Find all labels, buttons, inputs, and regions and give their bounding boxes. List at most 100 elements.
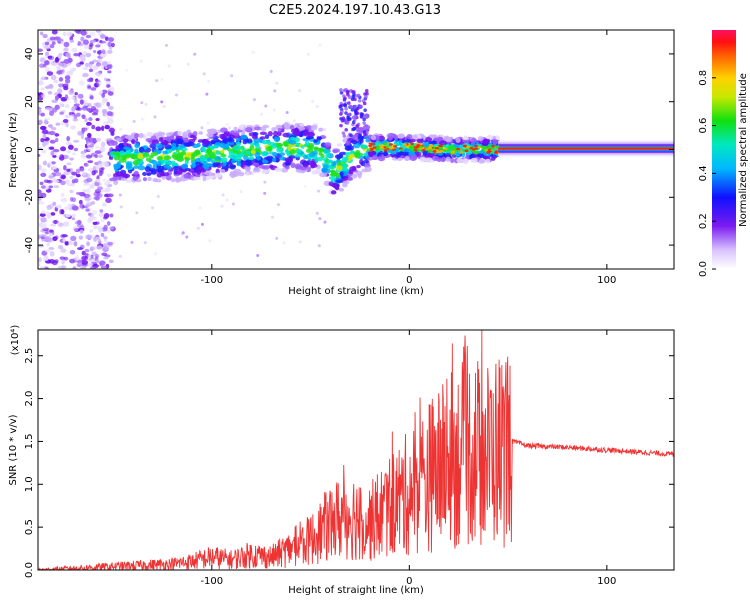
spectrogram-cell bbox=[477, 146, 482, 149]
spectrogram-cell bbox=[176, 157, 185, 162]
spectrogram-cell bbox=[418, 145, 423, 149]
spectrogram-cell bbox=[339, 88, 343, 92]
spectrogram-cell bbox=[57, 54, 63, 59]
spectrogram-cell bbox=[120, 177, 127, 181]
spectrogram-cell bbox=[81, 259, 89, 265]
spectrogram-cell bbox=[442, 149, 447, 152]
spectrogram-cell bbox=[105, 80, 112, 85]
spectrogram-cell bbox=[107, 173, 111, 178]
spectrogram-cell bbox=[350, 108, 355, 112]
spectrogram-cell bbox=[47, 55, 53, 59]
spectrogram-cell bbox=[73, 147, 79, 152]
spectrogram-cell bbox=[272, 151, 278, 157]
spectrogram-cell bbox=[78, 259, 83, 265]
spectrogram-cell bbox=[82, 189, 88, 193]
spectrogram-cell bbox=[259, 131, 267, 135]
spectrogram-cell bbox=[272, 157, 277, 163]
spectrogram-cell bbox=[131, 139, 136, 145]
spectrogram-cell bbox=[335, 172, 341, 178]
spectrogram-cell bbox=[85, 34, 92, 39]
spectrogram-cell bbox=[50, 212, 56, 216]
spectrogram-cell bbox=[100, 49, 106, 54]
spectrogram-cell bbox=[75, 191, 83, 195]
y-tick-label: 2.5 bbox=[24, 348, 35, 364]
spectrogram-cell bbox=[364, 95, 368, 99]
colorbar-tick-label: 0.6 bbox=[698, 118, 709, 134]
spectrogram-cell bbox=[106, 111, 113, 117]
spectrogram-cell bbox=[288, 155, 296, 159]
spectrogram-cell bbox=[90, 87, 97, 91]
x-tick-label: 100 bbox=[597, 576, 616, 587]
spectrogram-cell bbox=[492, 139, 499, 145]
spectrogram-cell bbox=[208, 172, 216, 177]
spectrogram-cell bbox=[328, 176, 337, 180]
spectrogram-cell bbox=[343, 103, 348, 108]
spectrogram-cell bbox=[285, 157, 293, 163]
spectrogram-cell bbox=[40, 112, 45, 117]
spectrogram-cell bbox=[54, 95, 59, 101]
spectrogram-cell bbox=[319, 148, 325, 152]
spectrogram-cell bbox=[339, 123, 343, 128]
spectrogram-cell bbox=[64, 104, 70, 109]
spectrogram-cell bbox=[57, 40, 62, 44]
spectrogram-cell bbox=[133, 165, 140, 169]
y-tick-label: 1.0 bbox=[24, 476, 35, 492]
spectrogram-cell bbox=[154, 252, 158, 256]
spectrogram-cell bbox=[298, 240, 302, 244]
spectrogram-cell bbox=[251, 135, 259, 140]
spectrogram-cell bbox=[118, 143, 124, 149]
spectrogram-cell bbox=[95, 259, 100, 264]
spectrogram-cell bbox=[230, 154, 236, 160]
spectrogram-cell bbox=[91, 112, 99, 116]
spectrogram-cell bbox=[220, 157, 228, 163]
spectrogram-cell bbox=[362, 101, 367, 106]
spectrogram-cell bbox=[122, 138, 129, 143]
spectrogram-cell bbox=[38, 263, 41, 267]
spectrogram-cell bbox=[358, 133, 363, 138]
spectrogram-cell bbox=[79, 229, 84, 234]
spectrogram-cell bbox=[66, 150, 72, 154]
spectrogram-cell bbox=[191, 163, 197, 168]
x-tick-label: 0 bbox=[406, 576, 412, 587]
spectrogram-cell bbox=[316, 136, 323, 140]
spectrogram-cell bbox=[387, 135, 393, 141]
spectrogram-cell bbox=[404, 156, 409, 161]
spectrogram-cell bbox=[52, 154, 57, 158]
spectrogram-cell bbox=[122, 146, 131, 150]
spectrogram-cell bbox=[441, 156, 446, 163]
spectrogram-cell bbox=[45, 106, 52, 111]
spectrogram-cell bbox=[214, 142, 221, 146]
spectrogram-cell bbox=[51, 99, 58, 104]
spectrogram-cell bbox=[49, 36, 56, 41]
spectrogram-cell bbox=[82, 72, 89, 78]
spectrogram-cell bbox=[91, 170, 96, 176]
spectrogram-cell bbox=[42, 142, 46, 148]
spectrogram-cell bbox=[177, 130, 183, 136]
spectrogram-cell bbox=[357, 173, 362, 179]
spectrogram-cell bbox=[63, 47, 69, 52]
spectrogram-cell bbox=[61, 234, 68, 238]
spectrogram-cell bbox=[394, 146, 400, 153]
spectrogram-cell bbox=[38, 234, 42, 240]
spectrogram-cell bbox=[75, 168, 81, 174]
spectrogram-cell bbox=[64, 206, 69, 210]
spectrogram-cell bbox=[220, 149, 225, 154]
spectrogram-cell bbox=[374, 148, 379, 151]
spectrogram-cell bbox=[230, 130, 235, 135]
spectrogram-cell bbox=[74, 92, 78, 96]
spectrogram-cell bbox=[185, 167, 191, 172]
spectrogram-cell bbox=[94, 145, 100, 149]
spectrogram-cell bbox=[44, 45, 51, 50]
spectrogram-cell bbox=[61, 259, 65, 265]
spectrogram-cell bbox=[40, 87, 45, 91]
spectrogram-cell bbox=[89, 95, 94, 100]
spectrogram-cell bbox=[363, 92, 367, 96]
spectrogram-cell bbox=[87, 262, 94, 268]
spectrogram-cell bbox=[332, 149, 338, 154]
spectrogram-cell bbox=[69, 36, 74, 41]
spectrogram-cell bbox=[102, 97, 109, 103]
spectrogram-cell bbox=[45, 51, 50, 56]
spectrogram-cell bbox=[445, 156, 451, 162]
spectrogram-cell bbox=[220, 204, 224, 208]
snr-y-ticks: 0.0 0.5 1.0 1.5 2.0 2.5 bbox=[24, 348, 674, 578]
